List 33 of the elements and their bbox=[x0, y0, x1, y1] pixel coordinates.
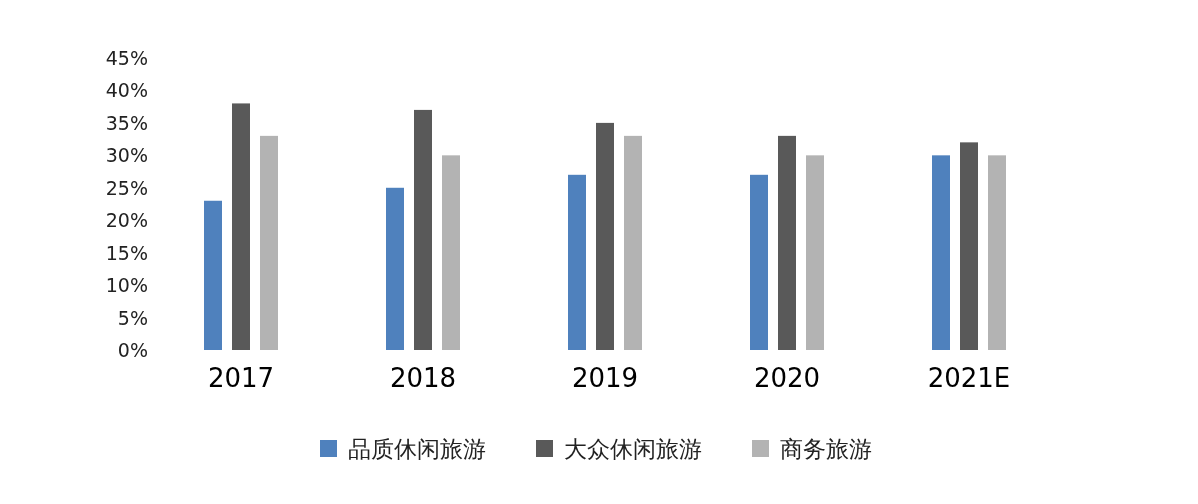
bar bbox=[596, 122, 614, 350]
bar bbox=[960, 142, 978, 350]
y-tick-label: 10% bbox=[105, 274, 148, 297]
bar bbox=[750, 174, 768, 350]
x-tick-label: 2018 bbox=[389, 363, 457, 393]
y-tick-label: 30% bbox=[105, 144, 148, 167]
bar bbox=[932, 155, 950, 350]
y-tick-label: 25% bbox=[105, 176, 148, 199]
bar bbox=[414, 109, 432, 350]
bar bbox=[778, 135, 796, 350]
x-tick-label: 2021E bbox=[927, 363, 1011, 393]
y-tick-label: 0% bbox=[117, 339, 148, 361]
x-tick-label: 2019 bbox=[571, 363, 639, 393]
bar bbox=[624, 135, 642, 350]
bar bbox=[806, 155, 824, 350]
y-tick-label: 40% bbox=[105, 79, 148, 102]
bar bbox=[442, 155, 460, 350]
y-tick-label: 20% bbox=[105, 209, 148, 232]
y-tick-label: 5% bbox=[117, 306, 148, 329]
legend-label: 大众休闲旅游 bbox=[564, 436, 702, 462]
y-tick-label: 15% bbox=[105, 241, 148, 264]
bar bbox=[568, 174, 586, 350]
bar bbox=[204, 200, 222, 350]
bar bbox=[988, 155, 1006, 350]
bar bbox=[232, 103, 250, 350]
y-tick-label: 45% bbox=[105, 47, 148, 69]
x-tick-label: 2017 bbox=[207, 363, 275, 393]
legend-label: 品质休闲旅游 bbox=[348, 436, 486, 462]
x-tick-label: 2020 bbox=[753, 363, 821, 393]
bar bbox=[260, 135, 278, 350]
legend-label: 商务旅游 bbox=[780, 436, 872, 462]
bar bbox=[386, 187, 404, 350]
y-tick-label: 35% bbox=[105, 111, 148, 134]
